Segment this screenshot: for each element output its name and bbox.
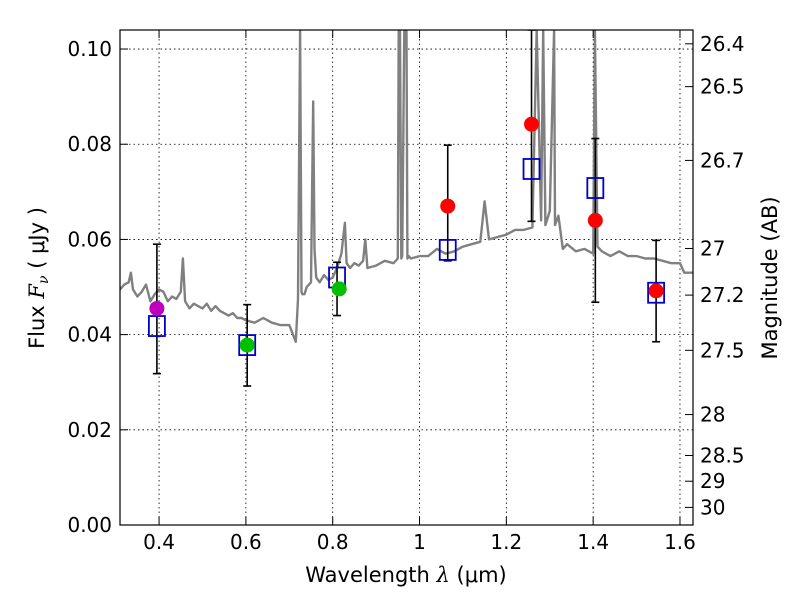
- observed-point: [440, 198, 456, 214]
- right-tick-label: 28.5: [700, 444, 745, 468]
- right-tick-label: 28: [700, 403, 725, 427]
- model-square: [147, 315, 166, 337]
- model-square: [238, 334, 257, 356]
- observed-point: [239, 337, 255, 353]
- model-square: [522, 158, 541, 180]
- observed-point: [524, 116, 540, 132]
- model-square: [586, 177, 605, 199]
- y-tick-label: 0.08: [67, 132, 112, 156]
- observed-points: [149, 116, 664, 353]
- x-tick-label: 1.4: [577, 530, 609, 554]
- observed-point: [587, 212, 603, 228]
- model-square: [438, 238, 457, 261]
- x-tick-label: 1: [413, 530, 426, 554]
- right-axis-label: Magnitude (AB): [758, 196, 782, 359]
- y-tick-label: 0.10: [67, 37, 112, 61]
- y-axis-ticks: 0.00 0.02 0.04 0.06 0.08 0.10: [67, 37, 128, 537]
- observed-point: [149, 300, 165, 316]
- y-axis-label: Flux Fν ( μJy ): [25, 207, 52, 349]
- y-tick-label: 0.00: [67, 513, 112, 537]
- right-tick-label: 26.7: [700, 148, 745, 172]
- x-axis-ticks: 0.4 0.6 0.8 1 1.2 1.4 1.6: [143, 30, 696, 554]
- x-tick-label: 1.2: [490, 530, 522, 554]
- right-tick-label: 26.4: [700, 32, 745, 56]
- x-tick-label: 0.8: [317, 530, 349, 554]
- observed-point: [648, 283, 664, 299]
- y-tick-label: 0.02: [67, 418, 112, 442]
- right-tick-label: 27.5: [700, 338, 745, 362]
- y-tick-label: 0.04: [67, 323, 112, 347]
- right-tick-label: 26.5: [700, 75, 745, 99]
- spectrum-line: [120, 30, 693, 343]
- right-tick-label: 27: [700, 236, 725, 260]
- y-tick-label: 0.06: [67, 227, 112, 251]
- observed-point: [331, 281, 347, 297]
- x-tick-label: 1.6: [664, 530, 696, 554]
- right-tick-label: 29: [700, 469, 725, 493]
- x-tick-label: 0.6: [230, 530, 262, 554]
- model-square: [647, 281, 666, 304]
- model-spectrum: [120, 30, 693, 343]
- plot-frame: [119, 29, 694, 526]
- right-tick-label: 27.2: [700, 283, 745, 307]
- x-axis-label: Wavelength λ (μm): [305, 563, 506, 587]
- x-tick-label: 0.4: [143, 530, 175, 554]
- right-tick-label: 30: [700, 495, 725, 519]
